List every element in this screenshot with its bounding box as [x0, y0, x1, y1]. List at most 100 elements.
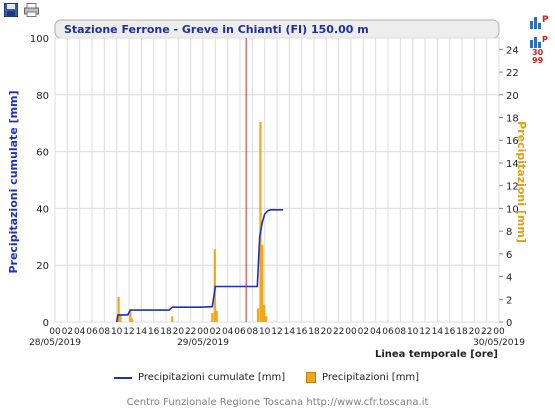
x-axis-label: Linea temporale [ore] — [375, 349, 498, 360]
precip-bar — [264, 316, 268, 322]
x-tick-label: 02 — [210, 327, 221, 337]
precip-bar — [213, 249, 216, 322]
y-right-tick-label: 12 — [506, 182, 519, 193]
y-right-tick-label: 20 — [506, 91, 519, 102]
x-ticks: 00 02 04 06 08 10 12 14 16 18 20 22 00 02 04 06 08 10 12 14… — [29, 327, 525, 348]
x-tick-label: 14 — [136, 327, 148, 337]
x-tick-label: 08 — [247, 327, 259, 337]
x-tick-label: 14 — [432, 327, 444, 337]
y-left-tick-label: 80 — [36, 91, 49, 102]
x-tick-label: 12 — [123, 327, 134, 337]
legend-item-precip: Precipitazioni [mm] — [306, 372, 419, 383]
x-tick-label: 18 — [308, 327, 320, 337]
chart-title: Stazione Ferrone - Greve in Chianti (FI)… — [64, 23, 369, 36]
y-right-tick-label: 22 — [506, 68, 519, 79]
x-tick-label: 18 — [456, 327, 468, 337]
x-tick-label: 22 — [481, 327, 492, 337]
precip-bar — [215, 310, 218, 322]
x-tick-label: 00 — [493, 327, 505, 337]
x-tick-label: 16 — [444, 327, 456, 337]
chart-bar-icon[interactable]: P — [529, 12, 549, 34]
x-tick-label: 02 — [358, 327, 369, 337]
precip-bar — [171, 316, 174, 322]
precip-bar — [256, 308, 260, 322]
x-tick-label: 10 — [407, 327, 419, 337]
x-date-label: 30/05/2019 — [473, 338, 525, 348]
side-icon-p-label: P — [542, 35, 548, 44]
x-tick-label: 04 — [74, 327, 86, 337]
y-left-tick-label: 60 — [36, 148, 49, 159]
chart-30-icon[interactable]: P 30 99 — [529, 34, 549, 65]
precip-bar — [119, 315, 122, 322]
precip-bar — [261, 244, 264, 322]
y-left-tick-label: 40 — [36, 204, 49, 215]
x-tick-label: 20 — [173, 327, 185, 337]
y-left-tick-label: 20 — [36, 261, 49, 272]
y-right-label: Precipitazioni [mm] — [515, 121, 528, 243]
x-tick-label: 10 — [259, 327, 271, 337]
y-right-tick-label: 10 — [506, 204, 519, 215]
cumulative-series — [115, 209, 284, 323]
y-left-tick-label: 100 — [30, 34, 49, 45]
x-tick-label: 18 — [160, 327, 172, 337]
x-tick-label: 00 — [49, 327, 61, 337]
precipitation-chart: Stazione Ferrone - Greve in Chianti (FI)… — [7, 19, 528, 360]
precip-bar — [263, 304, 266, 322]
side-icon-99-label: 99 — [532, 56, 544, 64]
y-left-tick-label: 0 — [43, 318, 49, 329]
legend-bar-swatch — [306, 372, 316, 383]
x-tick-label: 20 — [469, 327, 481, 337]
legend-label-precip: Precipitazioni [mm] — [322, 372, 420, 383]
grid — [54, 37, 500, 323]
y-right-tick-label: 6 — [506, 250, 512, 261]
x-tick-label: 08 — [99, 327, 111, 337]
y-right-tick-label: 18 — [506, 114, 519, 125]
x-tick-label: 04 — [222, 327, 234, 337]
x-tick-label: 14 — [284, 327, 296, 337]
x-tick-label: 22 — [185, 327, 196, 337]
x-tick-label: 06 — [234, 327, 246, 337]
x-tick-label: 08 — [395, 327, 407, 337]
y-right-tick-label: 16 — [506, 136, 519, 147]
y-left-ticks: 0 20 40 60 80 100 — [30, 34, 49, 329]
y-right-tick-label: 14 — [506, 159, 519, 170]
precip-bars — [117, 122, 268, 323]
legend-line-swatch — [114, 376, 132, 379]
precip-bar — [117, 297, 120, 322]
y-right-tick-label: 4 — [506, 273, 512, 284]
y-right-tick-label: 8 — [506, 227, 512, 238]
precip-bar — [129, 310, 132, 322]
x-tick-label: 06 — [382, 327, 394, 337]
x-tick-label: 12 — [419, 327, 430, 337]
precip-bar — [259, 122, 262, 323]
x-tick-label: 04 — [370, 327, 382, 337]
footer: Centro Funzionale Regione Toscana http:/… — [126, 397, 429, 408]
y-right-tick-label: 24 — [506, 45, 519, 56]
print-icon[interactable] — [24, 2, 40, 17]
x-tick-label: 06 — [86, 327, 98, 337]
x-tick-label: 16 — [296, 327, 308, 337]
legend-label-cumulative: Precipitazioni cumulate [mm] — [138, 372, 286, 383]
cumulative-line — [115, 209, 284, 323]
x-tick-label: 00 — [345, 327, 357, 337]
x-date-label: 29/05/2019 — [177, 338, 229, 348]
side-icon-30-label: 30 — [532, 48, 544, 57]
x-date-label: 28/05/2019 — [29, 338, 81, 348]
side-icon-p-label: P — [542, 15, 549, 25]
x-tick-label: 10 — [111, 327, 123, 337]
x-tick-label: 02 — [62, 327, 73, 337]
x-tick-label: 00 — [197, 327, 209, 337]
x-tick-label: 16 — [148, 327, 160, 337]
legend: Precipitazioni cumulate [mm] Precipitazi… — [0, 372, 555, 388]
x-tick-label: 22 — [333, 327, 344, 337]
save-icon[interactable] — [4, 2, 20, 17]
x-tick-label: 20 — [321, 327, 333, 337]
y-right-tick-label: 2 — [506, 295, 512, 306]
precip-bar — [211, 312, 214, 322]
x-tick-label: 12 — [271, 327, 282, 337]
legend-item-cumulative: Precipitazioni cumulate [mm] — [114, 372, 285, 383]
precip-bar — [131, 318, 134, 322]
y-right-tick-label: 0 — [506, 318, 512, 329]
y-left-label: Precipitazioni cumulate [mm] — [7, 90, 20, 273]
